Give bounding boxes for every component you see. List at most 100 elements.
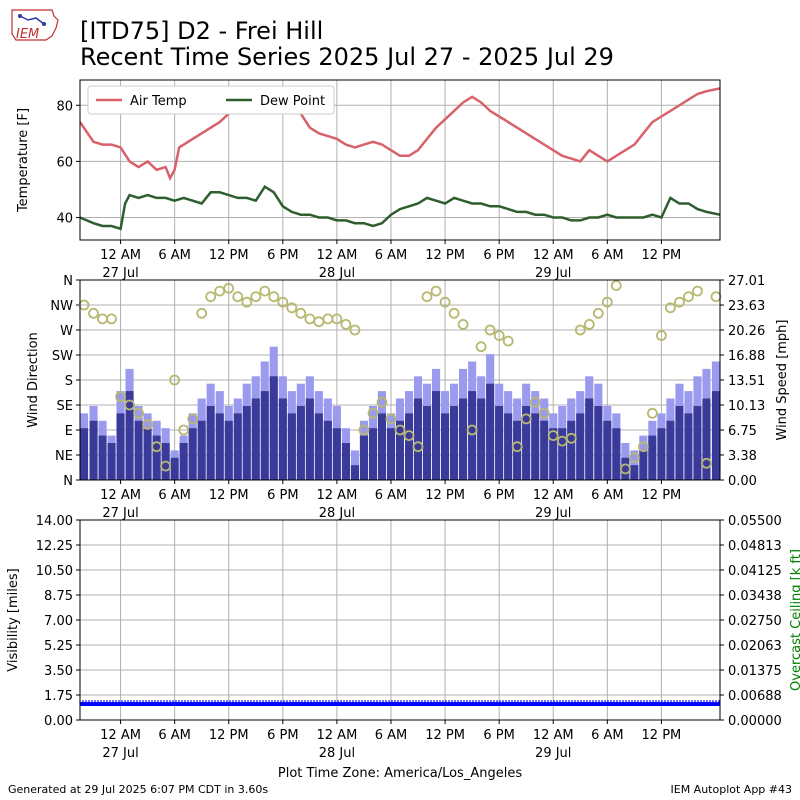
wind-speed-tick-label: 23.63: [728, 299, 765, 314]
wind-speed-tick-label: 10.13: [728, 399, 765, 414]
plot-frame-2: [79, 519, 721, 721]
direction-point: [565, 432, 577, 444]
x-tick-label-1: 12 AM: [317, 488, 358, 503]
wind-speed-tick-label: 20.26: [728, 324, 765, 339]
direction-point: [647, 407, 658, 419]
vis-y-tick-label: 7.00: [44, 614, 73, 629]
x-tick-label-1: 6 PM: [267, 488, 298, 503]
speed-bar: [648, 435, 657, 480]
speed-bar: [107, 443, 116, 480]
speed-bar: [495, 406, 504, 480]
speed-bar: [80, 428, 89, 480]
direction-point: [656, 330, 667, 342]
temp-legend: [87, 85, 335, 115]
direction-point: [151, 441, 163, 453]
speed-bar: [179, 443, 188, 480]
ceiling-y-tick-label: 0.00000: [728, 714, 782, 729]
direction-point: [601, 296, 613, 308]
x-date-label-0: 29 Jul: [535, 266, 571, 281]
direction-point: [475, 341, 487, 353]
direction-point: [223, 282, 235, 294]
direction-point: [502, 335, 514, 347]
direction-point: [394, 424, 406, 436]
ceiling-y-tick-label: 0.02063: [728, 639, 782, 654]
speed-bar: [522, 406, 531, 480]
speed-bar: [134, 420, 143, 480]
direction-point: [250, 291, 262, 303]
direction-point: [367, 407, 379, 419]
x-date-label-1: 28 Jul: [319, 506, 355, 521]
vis-y-tick-label: 8.75: [44, 589, 73, 604]
page-subtitle: Recent Time Series 2025 Jul 27 - 2025 Ju…: [80, 43, 614, 71]
direction-point: [178, 424, 190, 436]
x-tick-label-0: 12 PM: [642, 248, 682, 263]
speed-bar: [359, 435, 368, 480]
x-tick-label-0: 6 PM: [483, 248, 514, 263]
speed-bar: [504, 413, 513, 480]
direction-point: [115, 391, 126, 403]
temp-y-tick-label: 40: [56, 212, 73, 227]
x-tick-label-2: 6 PM: [483, 728, 514, 743]
speed-bar: [323, 420, 332, 480]
x-tick-label-2: 12 PM: [642, 728, 682, 743]
x-axis-label: Plot Time Zone: America/Los_Angeles: [278, 766, 522, 781]
direction-point: [674, 296, 685, 308]
speed-bar: [486, 383, 495, 480]
direction-point: [232, 291, 244, 303]
plot-frame-0: [79, 79, 721, 241]
direction-point: [439, 296, 451, 308]
speed-bar: [468, 391, 477, 480]
x-tick-label-1: 6 PM: [483, 488, 514, 503]
speed-bar: [89, 420, 98, 480]
speed-bar: [450, 406, 459, 480]
speed-bar: [224, 420, 233, 480]
speed-bar: [576, 413, 585, 480]
vis-y-tick-label: 14.00: [36, 514, 73, 529]
direction-point: [286, 302, 298, 314]
direction-point: [574, 324, 586, 336]
wind-speed-tick-label: 13.51: [728, 374, 765, 389]
direction-point: [692, 285, 703, 297]
speed-bar: [395, 420, 404, 480]
direction-point: [484, 324, 496, 336]
x-tick-label-2: 12 PM: [425, 728, 465, 743]
direction-point: [538, 407, 550, 419]
direction-point: [430, 285, 442, 297]
speed-bar: [287, 413, 296, 480]
wind-speed-tick-label: 27.01: [728, 274, 765, 289]
x-tick-label-1: 12 PM: [642, 488, 682, 503]
direction-point: [331, 313, 343, 325]
x-tick-label-1: 12 AM: [533, 488, 574, 503]
direction-point: [268, 291, 280, 303]
x-tick-label-2: 12 PM: [209, 728, 249, 743]
x-tick-label-2: 12 AM: [100, 728, 141, 743]
speed-bar: [540, 420, 549, 480]
direction-point: [205, 291, 217, 303]
speed-bar: [585, 398, 594, 480]
speed-bar: [531, 413, 540, 480]
speed-bar: [251, 398, 260, 480]
speed-bar: [98, 435, 107, 480]
footer-generated: Generated at 29 Jul 2025 6:07 PM CDT in …: [8, 783, 269, 796]
direction-point: [196, 307, 208, 319]
vis-y-axis-label: Visibility [miles]: [6, 568, 21, 671]
x-tick-label-0: 6 AM: [591, 248, 624, 263]
speed-bar: [621, 457, 630, 480]
visibility-bar: [80, 702, 720, 706]
x-tick-label-1: 12 PM: [209, 488, 249, 503]
speed-bar: [170, 457, 179, 480]
speed-bar: [711, 391, 720, 480]
speed-bar: [197, 420, 206, 480]
speed-bar: [188, 428, 197, 480]
speed-bar: [657, 428, 666, 480]
direction-point: [142, 418, 154, 430]
direction-point: [160, 460, 172, 472]
page-title: [ITD75] D2 - Frei Hill: [80, 17, 324, 45]
direction-point: [385, 413, 397, 425]
speed-bar: [368, 428, 377, 480]
speed-bar: [377, 413, 386, 480]
direction-point: [403, 430, 415, 442]
x-tick-label-1: 12 AM: [100, 488, 141, 503]
direction-point: [520, 413, 532, 425]
